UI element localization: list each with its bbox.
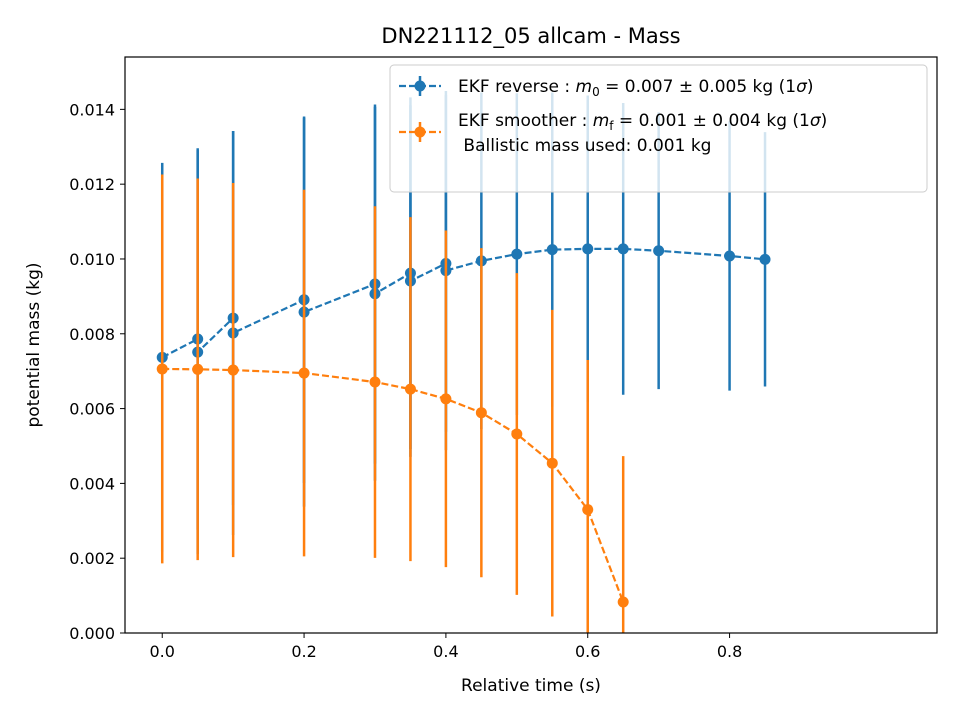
legend-extra-line: Ballistic mass used: 0.001 kg: [458, 136, 711, 156]
y-tick-label: 0.002: [69, 549, 115, 568]
legend-box: [389, 64, 928, 193]
y-tick-label: 0.004: [69, 474, 115, 493]
data-point-smoother: [298, 367, 310, 379]
legend-entry-smoother: EKF smoother : mf = 0.001 ± 0.004 kg (1σ…: [458, 111, 827, 133]
plot-frame: [124, 56, 938, 634]
data-point-smoother: [192, 363, 204, 375]
y-tick-label: 0.000: [69, 624, 115, 643]
y-tick-label: 0.012: [69, 175, 115, 194]
series-line-smoother: [162, 367, 625, 603]
chart-title: DN221112_05 allcam - Mass: [381, 24, 680, 49]
y-tick-label: 0.010: [69, 250, 115, 269]
data-point-reverse: [546, 244, 558, 256]
y-axis-label: potential mass (kg): [24, 262, 44, 427]
x-tick-label: 0.0: [150, 642, 175, 661]
data-point-reverse: [582, 243, 594, 255]
markers-smoother: [156, 363, 629, 608]
data-point-smoother: [475, 407, 487, 419]
data-point-smoother: [546, 457, 558, 469]
data-point-smoother: [156, 363, 168, 375]
legend-entry-reverse: EKF reverse : m0 = 0.007 ± 0.005 kg (1σ): [458, 77, 813, 99]
x-tick-label: 0.6: [575, 642, 600, 661]
series-smoother: [156, 174, 629, 633]
y-tick-label: 0.006: [69, 400, 115, 419]
data-point-reverse: [653, 245, 665, 257]
data-point-smoother: [582, 504, 594, 516]
legend: EKF reverse : m0 = 0.007 ± 0.005 kg (1σ)…: [389, 64, 928, 193]
data-point-smoother: [440, 393, 452, 405]
ticks-layer: 0.0 0.2 0.4 0.6 0.8 0.000 0.002 0.004 0.006 0.008…: [69, 100, 742, 661]
y-tick-label: 0.014: [69, 100, 115, 119]
data-point-reverse: [511, 248, 523, 260]
legend-marker-smoother: [414, 126, 426, 138]
y-tick-label: 0.008: [69, 325, 115, 344]
data-point-reverse: [724, 250, 736, 262]
data-point-smoother: [369, 376, 381, 388]
data-point-smoother: [227, 364, 239, 376]
data-point-reverse: [617, 243, 629, 255]
data-point-smoother: [617, 596, 629, 608]
x-tick-label: 0.8: [717, 642, 742, 661]
x-axis-label: Relative time (s): [461, 676, 601, 696]
x-tick-label: 0.4: [433, 642, 458, 661]
legend-marker-reverse: [414, 80, 426, 92]
x-tick-label: 0.2: [291, 642, 316, 661]
data-point-smoother: [511, 428, 523, 440]
data-point-reverse: [759, 253, 771, 265]
data-point-smoother: [404, 383, 416, 395]
